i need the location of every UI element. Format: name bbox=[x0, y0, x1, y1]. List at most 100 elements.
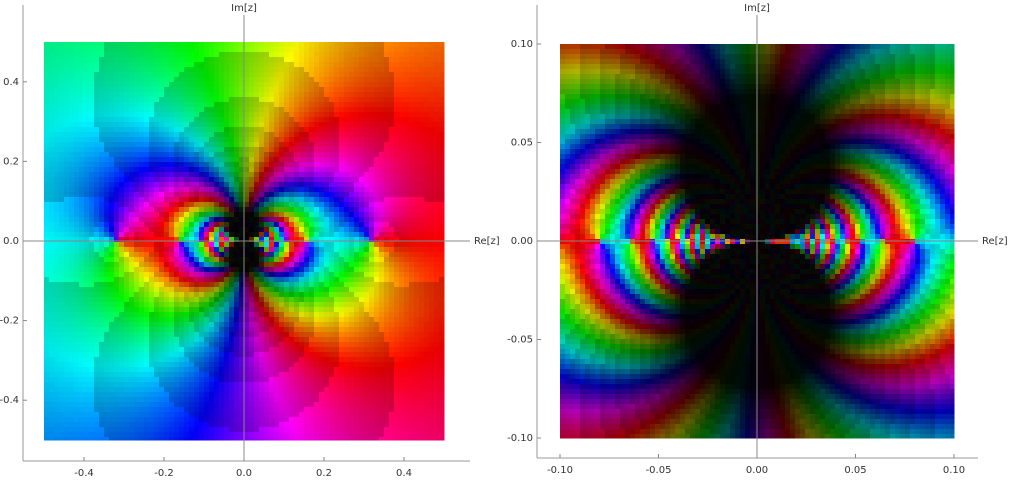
color-cell bbox=[429, 312, 435, 318]
color-cell bbox=[379, 297, 385, 303]
color-cell bbox=[199, 282, 205, 288]
color-cell bbox=[149, 287, 155, 293]
color-cell bbox=[84, 182, 90, 188]
color-cell bbox=[179, 112, 185, 118]
color-cell bbox=[119, 107, 125, 113]
color-cell bbox=[144, 97, 150, 103]
color-cell bbox=[89, 162, 95, 168]
color-cell bbox=[109, 247, 115, 253]
color-cell bbox=[219, 192, 225, 198]
color-cell bbox=[264, 107, 270, 113]
color-cell bbox=[334, 212, 340, 218]
color-cell bbox=[309, 272, 315, 278]
color-cell bbox=[44, 157, 50, 163]
color-cell bbox=[154, 67, 160, 73]
color-cell bbox=[344, 322, 350, 328]
color-cell bbox=[374, 192, 380, 198]
color-cell bbox=[379, 127, 385, 133]
color-cell bbox=[394, 257, 400, 263]
color-cell bbox=[269, 227, 275, 233]
color-cell bbox=[294, 172, 300, 178]
color-cell bbox=[154, 327, 160, 333]
color-cell bbox=[424, 52, 430, 58]
color-cell bbox=[214, 222, 220, 228]
color-cell bbox=[289, 292, 295, 298]
color-cell bbox=[304, 72, 310, 78]
color-cell bbox=[74, 262, 80, 268]
color-cell bbox=[314, 287, 320, 293]
color-cell bbox=[299, 317, 305, 323]
color-cell bbox=[109, 167, 115, 173]
color-cell bbox=[114, 277, 120, 283]
color-cell bbox=[314, 172, 320, 178]
color-cell bbox=[194, 347, 200, 353]
color-cell bbox=[54, 197, 60, 203]
color-cell bbox=[399, 122, 405, 128]
color-cell bbox=[179, 312, 185, 318]
color-cell bbox=[184, 272, 190, 278]
color-cell bbox=[404, 242, 410, 248]
color-cell bbox=[169, 57, 175, 63]
color-cell bbox=[104, 332, 110, 338]
color-cell bbox=[199, 232, 205, 238]
color-cell bbox=[359, 82, 365, 88]
color-cell bbox=[44, 152, 50, 158]
color-cell bbox=[169, 197, 175, 203]
color-cell bbox=[134, 112, 140, 118]
color-cell bbox=[99, 182, 105, 188]
color-cell bbox=[44, 287, 50, 293]
color-cell bbox=[389, 42, 395, 48]
color-cell bbox=[104, 132, 110, 138]
color-cell bbox=[274, 222, 280, 228]
color-cell bbox=[339, 297, 345, 303]
color-cell bbox=[239, 332, 245, 338]
color-cell bbox=[234, 112, 240, 118]
color-cell bbox=[384, 237, 390, 243]
color-cell bbox=[334, 297, 340, 303]
color-cell bbox=[404, 87, 410, 93]
color-cell bbox=[74, 282, 80, 288]
color-cell bbox=[354, 307, 360, 313]
color-cell bbox=[144, 92, 150, 98]
color-cell bbox=[254, 257, 260, 263]
color-cell bbox=[279, 182, 285, 188]
color-cell bbox=[239, 317, 245, 323]
color-cell bbox=[244, 317, 250, 323]
color-cell bbox=[369, 92, 375, 98]
color-cell bbox=[224, 242, 230, 248]
color-cell bbox=[274, 302, 280, 308]
color-cell bbox=[159, 202, 165, 208]
color-cell bbox=[64, 292, 70, 298]
color-cell bbox=[329, 332, 335, 338]
color-cell bbox=[304, 167, 310, 173]
color-cell bbox=[389, 292, 395, 298]
color-cell bbox=[434, 337, 440, 343]
color-cell bbox=[404, 237, 410, 243]
color-cell bbox=[74, 177, 80, 183]
color-cell bbox=[359, 72, 365, 78]
color-cell bbox=[294, 312, 300, 318]
color-cell bbox=[59, 307, 65, 313]
color-cell bbox=[89, 132, 95, 138]
color-cell bbox=[299, 82, 305, 88]
color-cell bbox=[359, 247, 365, 253]
color-cell bbox=[299, 137, 305, 143]
color-cell bbox=[319, 52, 325, 58]
color-cell bbox=[399, 142, 405, 148]
color-cell bbox=[109, 187, 115, 193]
color-cell bbox=[109, 212, 115, 218]
color-cell bbox=[69, 127, 75, 133]
color-cell bbox=[409, 182, 415, 188]
color-cell bbox=[114, 287, 120, 293]
color-cell bbox=[49, 247, 55, 253]
color-cell bbox=[349, 287, 355, 293]
color-cell bbox=[289, 47, 295, 53]
color-cell bbox=[374, 117, 380, 123]
color-cell bbox=[139, 47, 145, 53]
color-cell bbox=[334, 102, 340, 108]
color-cell bbox=[114, 307, 120, 313]
color-cell bbox=[174, 197, 180, 203]
color-cell bbox=[224, 132, 230, 138]
color-cell bbox=[309, 152, 315, 158]
color-cell bbox=[419, 347, 425, 353]
